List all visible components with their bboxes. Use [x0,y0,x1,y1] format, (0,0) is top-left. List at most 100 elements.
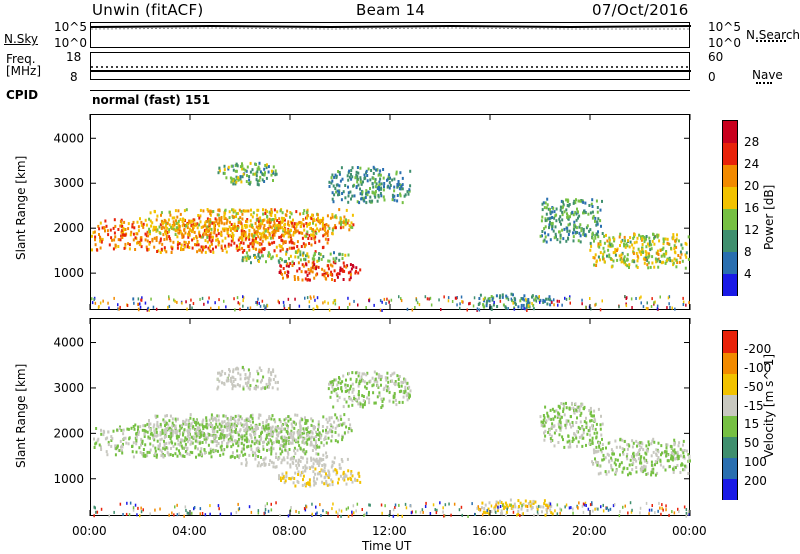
cpid-label: CPID [6,88,39,102]
power-colorbar-tick: 20 [744,179,760,193]
power-colorbar-tick: 24 [744,157,760,171]
cpid-value: normal (fast) 151 [92,93,210,107]
velocity-near-range-scatter [93,501,690,518]
freq-unit-label: [MHz] [6,64,42,78]
nsearch-legend-dots [756,40,786,42]
velocity-colorbar [722,330,738,500]
velocity-colorbar-tick: 200 [744,474,767,489]
nave-label: Nave [752,68,783,82]
velocity-colorbar-swatch [723,331,737,353]
velocity-echo-region [278,466,362,488]
power-heatmap [91,161,690,312]
power-echo-region [328,165,412,205]
power-ytick-label: 3000 [53,176,84,190]
x-tick-label: 00:00 [672,524,707,538]
power-colorbar-swatch [723,251,737,274]
nave-tick-top: 60 [708,50,724,64]
power-ylabel: Slant Range [km] [14,155,28,260]
power-echo-region [278,260,362,282]
x-tick-label: 00:00 [72,524,107,538]
velocity-colorbar-tick: 15 [744,417,760,432]
velocity-colorbar-swatch [723,373,737,395]
freq-panel [90,52,691,80]
velocity-plot-frame [90,318,691,518]
freq-label: Freq. [6,52,36,66]
power-colorbar-tick: 28 [744,135,760,149]
velocity-colorbar-tick: 100 [744,455,767,470]
velocity-colorbar-swatch [723,415,737,437]
power-colorbar-swatch [723,273,737,296]
freq-tick-top: 18 [66,50,82,64]
power-echo-region [477,292,553,311]
power-colorbar-label: Power [dB] [762,184,776,250]
velocity-echo-region [327,370,412,409]
power-colorbar-tick: 12 [744,223,760,237]
velocity-colorbar-swatch [723,478,737,500]
power-echo-region [589,232,690,270]
velocity-echo-region [146,413,353,446]
x-tick-label: 08:00 [272,524,307,538]
date-title: 07/Oct/2016 [592,1,689,19]
power-colorbar-swatch [723,121,737,144]
nsky-tick-top: 10^5 [54,20,87,34]
velocity-echo-region [216,365,279,391]
velocity-ytick-label: 2000 [53,426,84,440]
power-colorbar-tick: 8 [744,245,752,259]
x-tick-label: 12:00 [372,524,407,538]
power-colorbar-swatch [723,229,737,252]
velocity-ytick-label: 3000 [53,381,84,395]
power-colorbar-swatch [723,186,737,209]
power-echo-region [217,161,278,187]
velocity-colorbar-swatch [723,457,737,479]
nsearch-label: N.Search [746,28,800,42]
nsky-trace [90,24,692,30]
nave-tick-bottom: 0 [708,70,716,84]
nsearch-tick-bottom: 10^0 [708,36,741,50]
power-ytick-label: 4000 [53,131,84,145]
beam-title: Beam 14 [356,1,426,19]
power-colorbar-tick: 4 [744,267,752,281]
power-colorbar [722,120,738,296]
freq-tick-bottom: 8 [70,70,78,84]
velocity-echo-region [93,422,330,460]
power-echo-region [241,250,350,265]
velocity-ytick-label: 4000 [53,336,84,350]
power-near-range-scatter [91,295,690,312]
power-colorbar-swatch [723,208,737,231]
velocity-ytick-label: 1000 [53,472,84,486]
nsearch-tick-top: 10^5 [708,20,741,34]
velocity-ylabel: Slant Range [km] [14,363,28,468]
freq-trace [91,66,691,72]
x-tick-label: 16:00 [472,524,507,538]
velocity-echo-region [591,437,691,477]
nsky-label: N.Sky [4,32,39,46]
velocity-echo-region [240,455,349,470]
x-axis-label: Time UT [362,539,412,553]
power-ytick-label: 2000 [53,221,84,235]
power-echo-region [147,208,355,240]
velocity-heatmap [93,365,691,518]
velocity-colorbar-tick: 50 [744,436,760,451]
velocity-colorbar-tick: -200 [744,341,772,356]
station-title: Unwin (fitACF) [92,1,204,19]
velocity-echo-region [539,401,604,449]
power-colorbar-swatch [723,142,737,165]
nsky-panel [90,22,692,48]
nave-legend-dots [756,82,772,84]
velocity-colorbar-swatch [723,436,737,458]
velocity-echo-region [477,498,554,517]
power-plot-frame [90,114,690,312]
velocity-colorbar-swatch [723,394,737,416]
x-tick-label: 20:00 [572,524,607,538]
power-echo-region [539,197,604,244]
velocity-colorbar-tick: -50 [744,379,764,394]
velocity-colorbar-tick: -100 [744,360,772,375]
nsky-tick-bottom: 10^0 [54,36,87,50]
velocity-colorbar-swatch [723,352,737,374]
power-colorbar-swatch [723,164,737,187]
power-colorbar-tick: 16 [744,201,760,215]
power-ytick-label: 1000 [53,266,84,280]
velocity-colorbar-tick: -15 [744,398,764,413]
x-tick-label: 04:00 [172,524,207,538]
cpid-line [90,90,690,91]
